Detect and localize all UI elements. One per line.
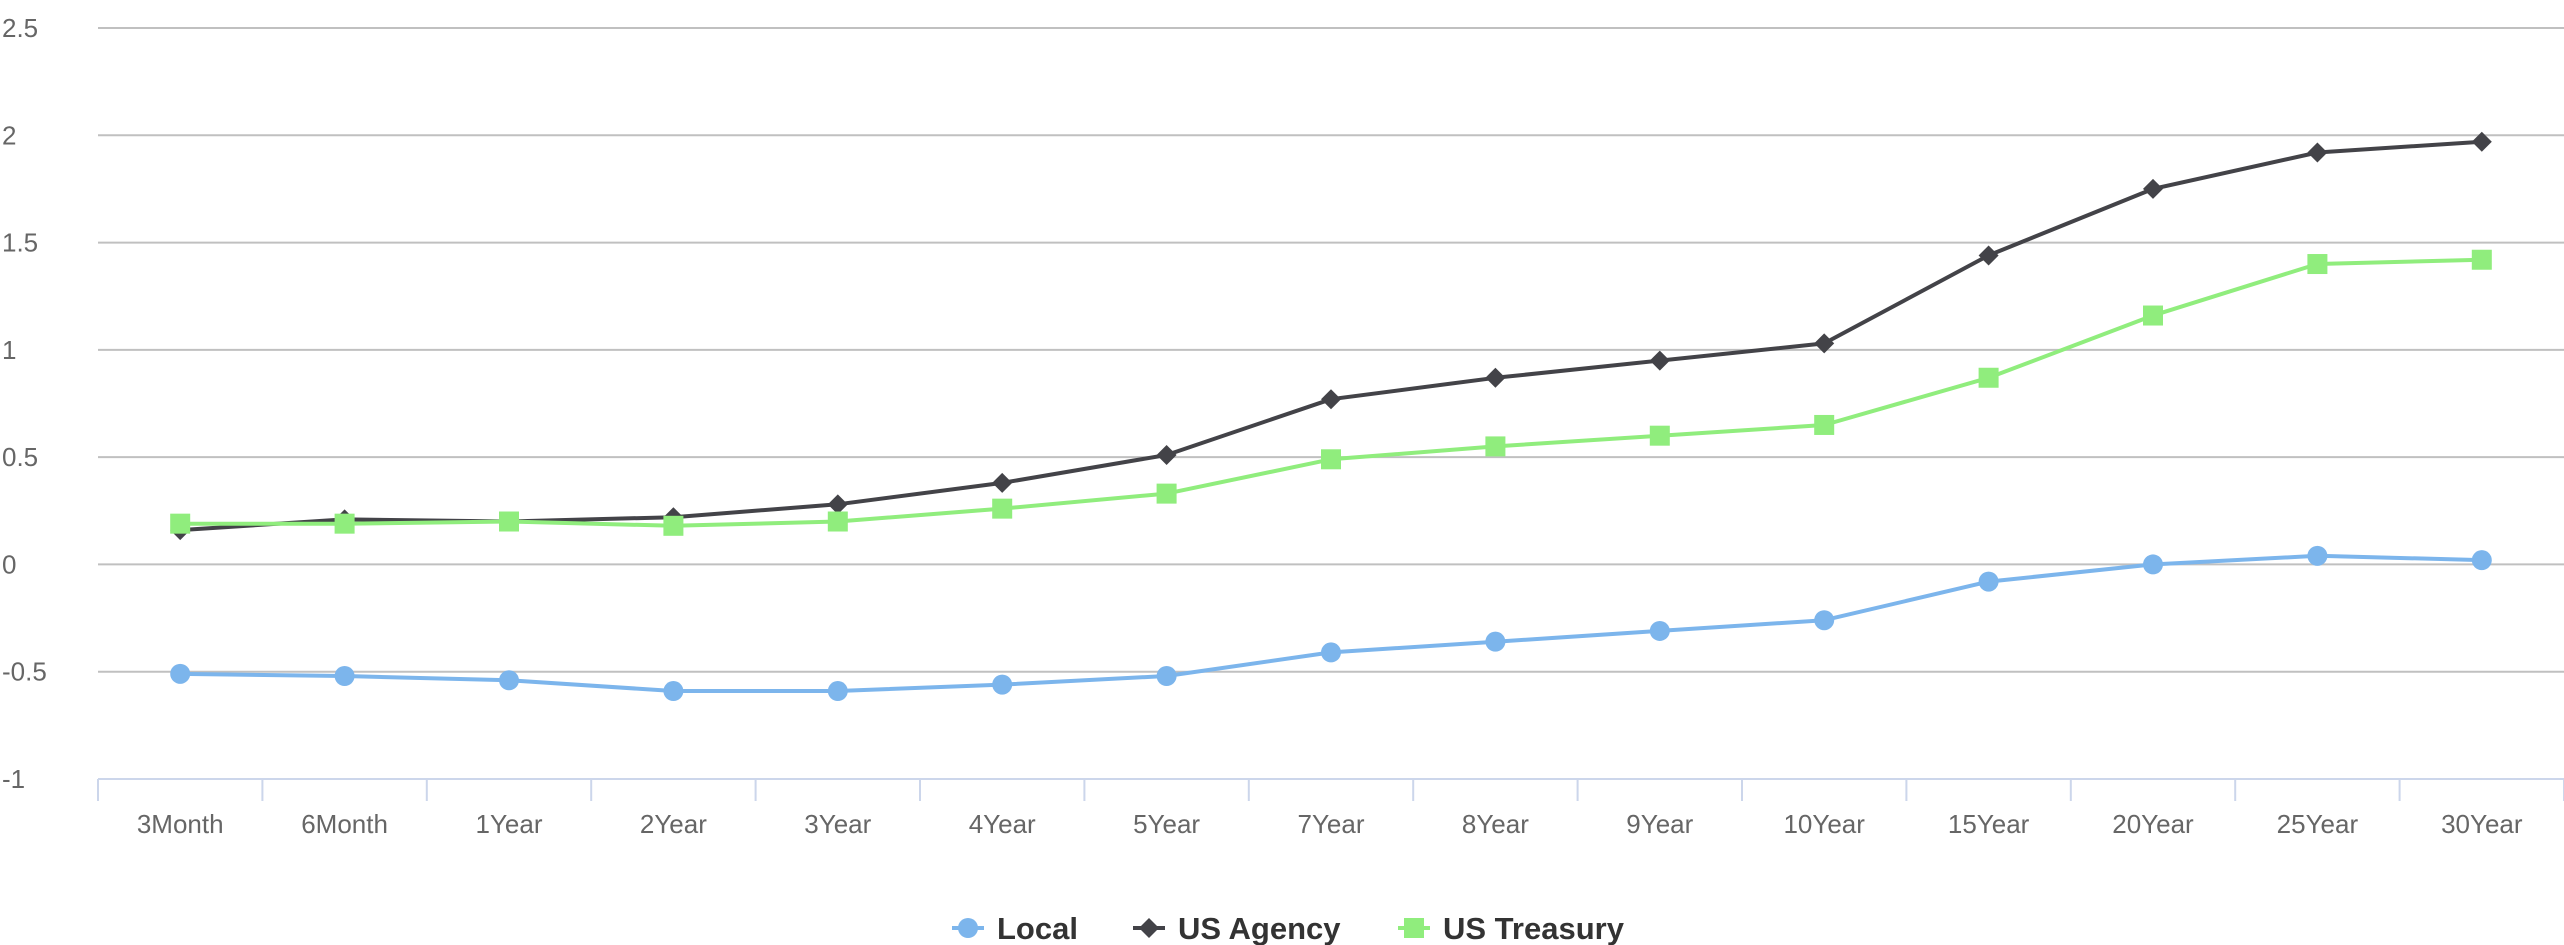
data-point-circle[interactable] — [827, 681, 848, 702]
data-point-circle[interactable] — [2471, 550, 2492, 571]
series-us-treasury[interactable] — [170, 249, 2492, 536]
data-point-square[interactable] — [1978, 367, 1999, 388]
data-point-diamond[interactable] — [1156, 444, 1177, 465]
data-point-square[interactable] — [1485, 436, 1506, 457]
data-point-diamond[interactable] — [2471, 131, 2492, 152]
data-point-circle[interactable] — [2143, 554, 2163, 575]
legend-marker-symbol — [1139, 918, 1159, 938]
data-point-diamond[interactable] — [992, 472, 1013, 493]
y-tick-label: 0.5 — [2, 442, 38, 472]
legend-label: US Treasury — [1443, 911, 1625, 945]
data-point-circle[interactable] — [992, 674, 1013, 695]
y-tick-label: 2 — [2, 120, 16, 150]
y-tick-label: 1 — [2, 335, 16, 365]
y-tick-label: 2.5 — [2, 13, 38, 43]
data-point-square[interactable] — [170, 513, 191, 534]
data-point-circle[interactable] — [1156, 666, 1177, 687]
data-point-circle[interactable] — [334, 666, 355, 687]
x-tick-label: 5Year — [1133, 809, 1200, 839]
data-point-square[interactable] — [1156, 483, 1177, 504]
legend-label: US Agency — [1178, 911, 1341, 945]
data-point-circle[interactable] — [170, 663, 191, 684]
data-point-circle[interactable] — [1978, 571, 1999, 592]
grid-layer — [98, 27, 2564, 673]
legend-marker-symbol — [1404, 918, 1424, 938]
data-point-square[interactable] — [1814, 414, 1835, 435]
data-point-circle[interactable] — [1814, 610, 1835, 631]
x-tick-label: 8Year — [1462, 809, 1529, 839]
data-point-diamond[interactable] — [2307, 142, 2328, 163]
data-point-circle[interactable] — [1321, 642, 1341, 663]
series-us-agency[interactable] — [170, 131, 2492, 541]
x-axis: 3Month 6Month 1Year 2Year 3Year 4Year 5Year 7Ye… — [97, 778, 2564, 839]
x-tick-label: 15Year — [1948, 809, 2030, 839]
data-point-diamond[interactable] — [1814, 333, 1835, 354]
data-point-square[interactable] — [2143, 305, 2163, 326]
data-point-circle[interactable] — [499, 670, 519, 691]
x-tick-label: 6Month — [301, 809, 388, 839]
series-local[interactable] — [170, 545, 2492, 702]
y-tick-label: 1.5 — [2, 228, 38, 258]
x-tick-label: 1Year — [476, 809, 543, 839]
x-tick-label: 20Year — [2112, 809, 2194, 839]
y-axis-labels: -1 -0.5 0 0.5 1 1.5 2 2.5 — [2, 13, 47, 794]
x-tick-label: 7Year — [1298, 809, 1365, 839]
x-tick-label: 3Month — [137, 809, 224, 839]
data-point-diamond[interactable] — [1649, 350, 1670, 371]
data-point-square[interactable] — [499, 511, 519, 532]
data-point-circle[interactable] — [1485, 631, 1506, 652]
legend[interactable]: Local US Agency US Treasury — [952, 911, 1625, 945]
x-tick-label: 25Year — [2277, 809, 2359, 839]
data-point-circle[interactable] — [1649, 620, 1670, 641]
data-point-square[interactable] — [663, 515, 684, 536]
y-tick-label: 0 — [2, 549, 16, 579]
data-point-circle[interactable] — [663, 681, 684, 702]
x-tick-label: 3Year — [804, 809, 871, 839]
series-line[interactable] — [178, 139, 2484, 533]
data-point-square[interactable] — [334, 513, 355, 534]
data-point-square[interactable] — [992, 498, 1013, 519]
data-point-diamond[interactable] — [1485, 367, 1506, 388]
data-point-square[interactable] — [1649, 425, 1670, 446]
legend-item-us-treasury[interactable]: US Treasury — [1398, 911, 1625, 945]
legend-label: Local — [997, 911, 1078, 945]
data-point-circle[interactable] — [2307, 545, 2328, 566]
data-point-diamond[interactable] — [1978, 245, 1999, 266]
y-tick-label: -0.5 — [2, 657, 47, 687]
x-tick-label: 30Year — [2441, 809, 2523, 839]
x-tick-label: 9Year — [1626, 809, 1693, 839]
data-point-square[interactable] — [2307, 254, 2328, 275]
series-layer — [170, 131, 2492, 702]
y-tick-label: -1 — [2, 764, 25, 794]
legend-item-us-agency[interactable]: US Agency — [1133, 911, 1341, 945]
data-point-square[interactable] — [2471, 249, 2492, 270]
legend-item-local[interactable]: Local — [952, 911, 1078, 945]
x-tick-label: 10Year — [1783, 809, 1865, 839]
x-tick-label: 4Year — [969, 809, 1036, 839]
data-point-square[interactable] — [827, 511, 848, 532]
x-tick-label: 2Year — [640, 809, 707, 839]
data-point-diamond[interactable] — [2143, 178, 2163, 199]
legend-marker-symbol — [958, 918, 978, 938]
data-point-square[interactable] — [1321, 449, 1341, 470]
data-point-diamond[interactable] — [827, 494, 848, 515]
data-point-diamond[interactable] — [1321, 389, 1341, 410]
